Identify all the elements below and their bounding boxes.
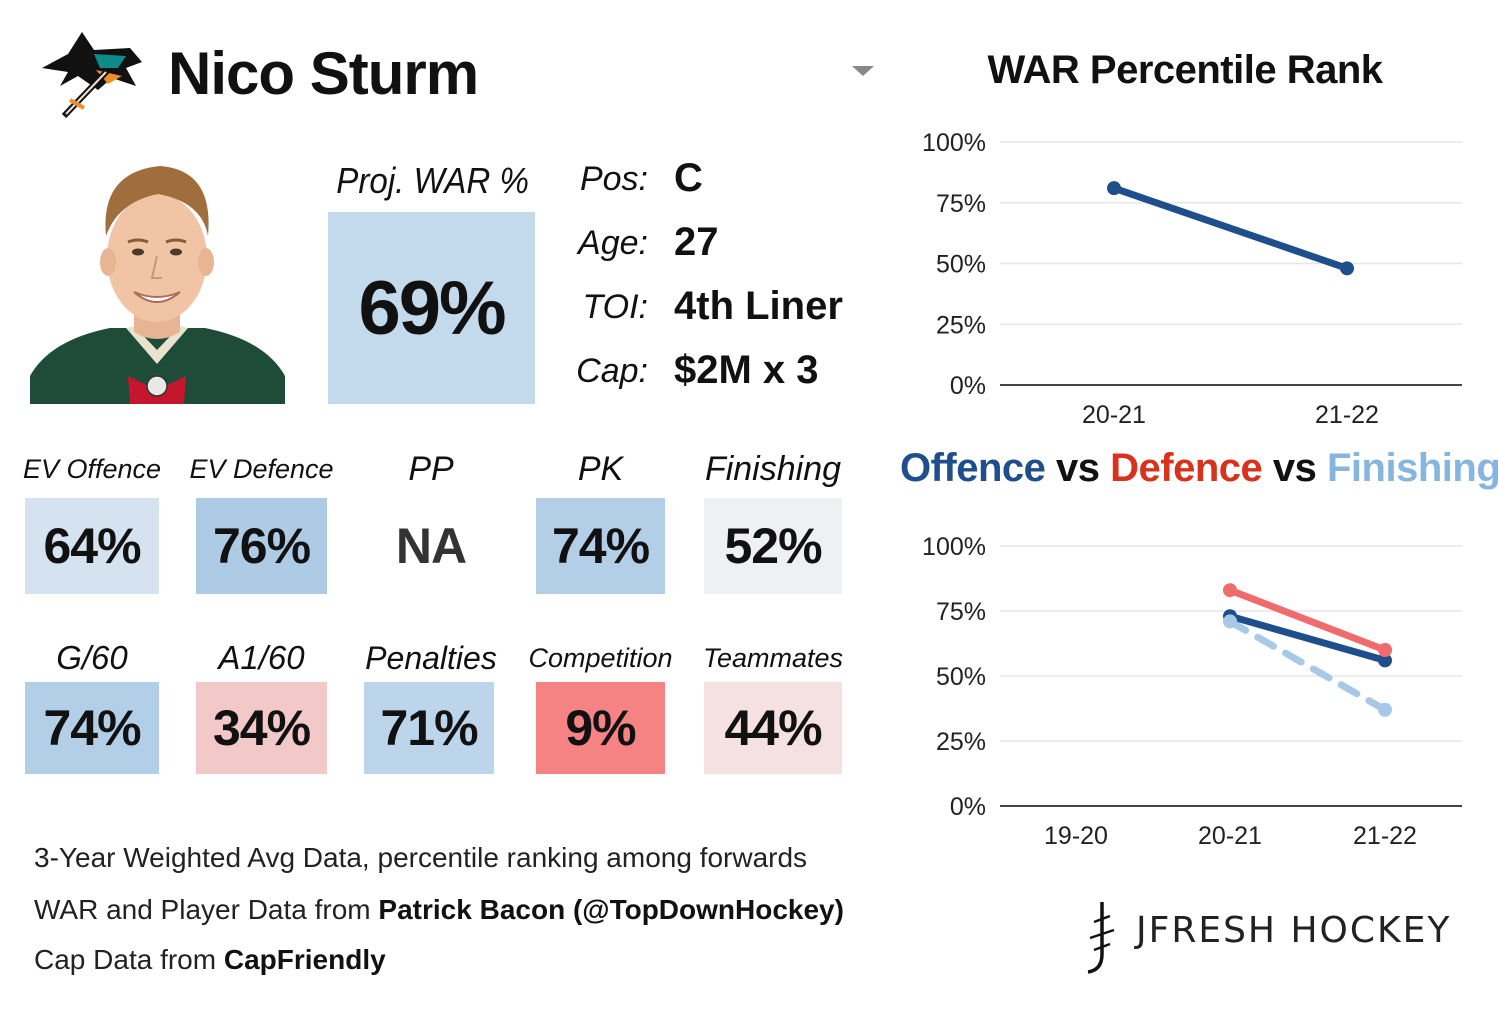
war-percentile-chart: 0% 25% 50% 75% 100% 20-21 21-22: [922, 129, 1462, 429]
info-value: 4th Liner: [674, 284, 843, 328]
series-line: [1226, 612, 1389, 664]
x-tick-label: 20-21: [1082, 401, 1146, 429]
stat-label-a160: A1/60: [218, 639, 305, 676]
data-point: [1223, 583, 1237, 598]
series-line: [1226, 586, 1389, 654]
sharks-logo-icon: [38, 28, 150, 119]
stat-tile-finishing: 52%: [704, 498, 842, 594]
info-age-row: Age: 27: [578, 220, 870, 274]
chart-title-part: Finishing: [1327, 446, 1498, 490]
stat-label-penalties: Penalties: [365, 639, 497, 676]
stat-label-competition: Competition: [528, 642, 673, 673]
stat-label-teammates: Teammates: [702, 642, 844, 673]
footer-source-cap: CapFriendly: [223, 944, 386, 975]
brand-name: JFRESH HOCKEY: [1136, 910, 1452, 951]
y-tick-label: 25%: [936, 728, 986, 756]
footer-credit-war: WAR and Player Data from Patrick Bacon (…: [34, 894, 844, 926]
data-point: [1223, 614, 1237, 629]
proj-war-value: 69%: [328, 212, 535, 404]
offence-defence-finishing-chart: 0% 25% 50% 75% 100% 19-20 20-21 21-22: [922, 533, 1462, 850]
info-value: 27: [674, 220, 719, 264]
stat-label-finishing: Finishing: [704, 449, 842, 488]
x-tick-label: 21-22: [1353, 822, 1417, 850]
stat-label-pk: PK: [577, 449, 624, 488]
player-name: Nico Sturm: [168, 40, 479, 107]
info-pos-row: Pos: C: [579, 156, 870, 210]
info-label: TOI:: [582, 288, 649, 326]
stat-label-ev-offence: EV Offence: [22, 453, 162, 484]
proj-war-label: Proj. WAR %: [336, 160, 529, 201]
ovd-chart-title: Offence vs Defence vs Finishing: [900, 446, 1498, 491]
data-point: [1378, 702, 1392, 717]
info-label: Cap:: [576, 352, 648, 390]
footer-text: WAR and Player Data from: [34, 894, 379, 925]
stat-label-pp: PP: [408, 449, 454, 488]
war-chart-title: WAR Percentile Rank: [987, 48, 1383, 92]
chart-title-part: Defence: [1110, 446, 1263, 490]
stat-tile-g60: 74%: [25, 682, 159, 774]
y-tick-label: 100%: [922, 533, 986, 561]
info-cap-row: Cap: $2M x 3: [576, 348, 870, 402]
stat-tile-competition: 9%: [536, 682, 665, 774]
x-tick-label: 21-22: [1315, 401, 1379, 429]
y-tick-label: 75%: [936, 190, 986, 218]
y-tick-label: 100%: [922, 129, 986, 157]
info-toi-row: TOI: 4th Liner: [580, 284, 870, 338]
data-point: [1378, 653, 1392, 668]
footer-source-war: Patrick Bacon (@TopDownHockey): [378, 894, 844, 925]
x-tick-label: 19-20: [1044, 822, 1108, 850]
chart-title-part: Offence: [900, 446, 1046, 490]
stat-tile-teammates: 44%: [704, 682, 842, 774]
y-tick-label: 0%: [950, 793, 986, 821]
x-tick-label: 20-21: [1198, 822, 1262, 850]
stat-tile-ev-defence: 76%: [196, 498, 327, 594]
stat-tile-pp: NA: [364, 498, 498, 594]
y-tick-label: 50%: [936, 663, 986, 691]
data-point: [1340, 261, 1354, 276]
y-tick-label: 25%: [936, 311, 986, 339]
y-tick-label: 0%: [950, 372, 986, 400]
y-tick-label: 75%: [936, 598, 986, 626]
info-value: C: [674, 156, 703, 200]
series-line: [1226, 617, 1389, 714]
chart-title-part: vs: [1262, 446, 1327, 490]
stat-tile-pk: 74%: [536, 498, 665, 594]
stat-tile-a160: 34%: [196, 682, 327, 774]
y-tick-label: 50%: [936, 251, 986, 279]
stat-label-g60: G/60: [56, 639, 128, 676]
info-label: Age:: [578, 224, 648, 262]
jfresh-logo-icon: [1087, 902, 1115, 974]
footer-text: Cap Data from: [34, 944, 224, 975]
series-line: [1110, 184, 1351, 272]
data-point: [1107, 181, 1121, 196]
chart-title-part: vs: [1045, 446, 1111, 490]
jfresh-hockey-brand: JFRESH HOCKEY: [1080, 898, 1470, 978]
stat-label-ev-defence: EV Defence: [189, 453, 334, 484]
stat-tile-ev-offence: 64%: [25, 498, 159, 594]
caret-down-icon[interactable]: [852, 66, 874, 76]
footer-note: 3-Year Weighted Avg Data, percentile ran…: [34, 842, 808, 873]
stat-tile-penalties: 71%: [364, 682, 494, 774]
data-point: [1378, 643, 1392, 657]
info-value: $2M x 3: [674, 348, 819, 392]
player-photo: [30, 150, 285, 404]
footer-credit-cap: Cap Data from CapFriendly: [34, 944, 386, 976]
info-label: Pos:: [579, 160, 648, 198]
